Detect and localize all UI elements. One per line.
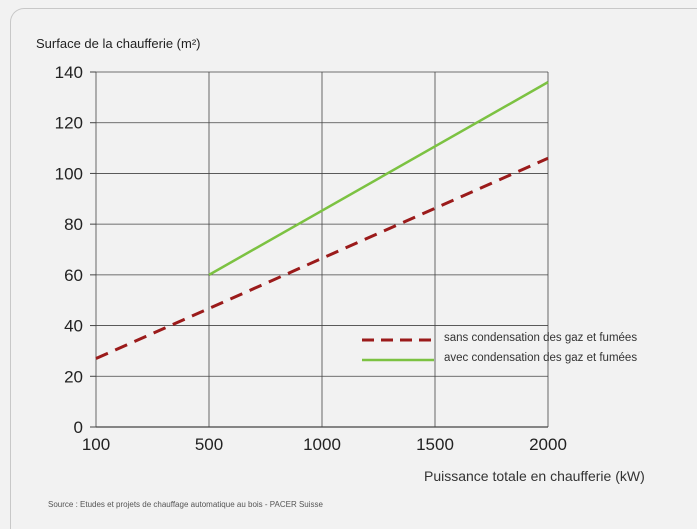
y-axis-title: Surface de la chaufferie (m²) [36, 36, 201, 51]
series-line-1 [208, 81, 549, 276]
y-tick-label: 140 [55, 63, 83, 82]
y-tick-label: 80 [64, 215, 83, 234]
x-tick-label: 1500 [416, 435, 454, 454]
x-tick-label: 100 [82, 435, 110, 454]
y-tick-label: 0 [74, 418, 83, 437]
legend-label-sans-condensation: sans condensation des gaz et fumées [444, 332, 638, 344]
y-tick-label: 100 [55, 164, 83, 183]
chart-frame [10, 8, 697, 529]
source-note: Source : Etudes et projets de chauffage … [48, 500, 323, 509]
x-axis-title: Puissance totale en chaufferie (kW) [424, 468, 645, 484]
legend-item-avec-condensation: avec condensation des gaz et fumées [360, 352, 697, 372]
y-tick-label: 20 [64, 367, 83, 386]
x-tick-labels: 100 500 1000 1500 2000 [82, 435, 567, 454]
grid [90, 71, 549, 428]
y-tick-label: 120 [55, 114, 83, 133]
legend: sans condensation des gaz et fumées avec… [360, 332, 697, 372]
y-tick-label: 60 [64, 266, 83, 285]
legend-item-sans-condensation: sans condensation des gaz et fumées [360, 332, 697, 352]
x-tick-label: 2000 [529, 435, 567, 454]
y-tick-label: 40 [64, 317, 83, 336]
x-tick-label: 500 [195, 435, 223, 454]
y-tick-labels: 0 20 40 60 80 100 120 140 [55, 63, 83, 437]
legend-label-avec-condensation: avec condensation des gaz et fumées [444, 352, 638, 364]
chart: 0 20 40 60 80 100 120 140 100 500 1000 1500 2000 [55, 63, 567, 454]
x-tick-label: 1000 [303, 435, 341, 454]
series-lines [95, 81, 549, 360]
